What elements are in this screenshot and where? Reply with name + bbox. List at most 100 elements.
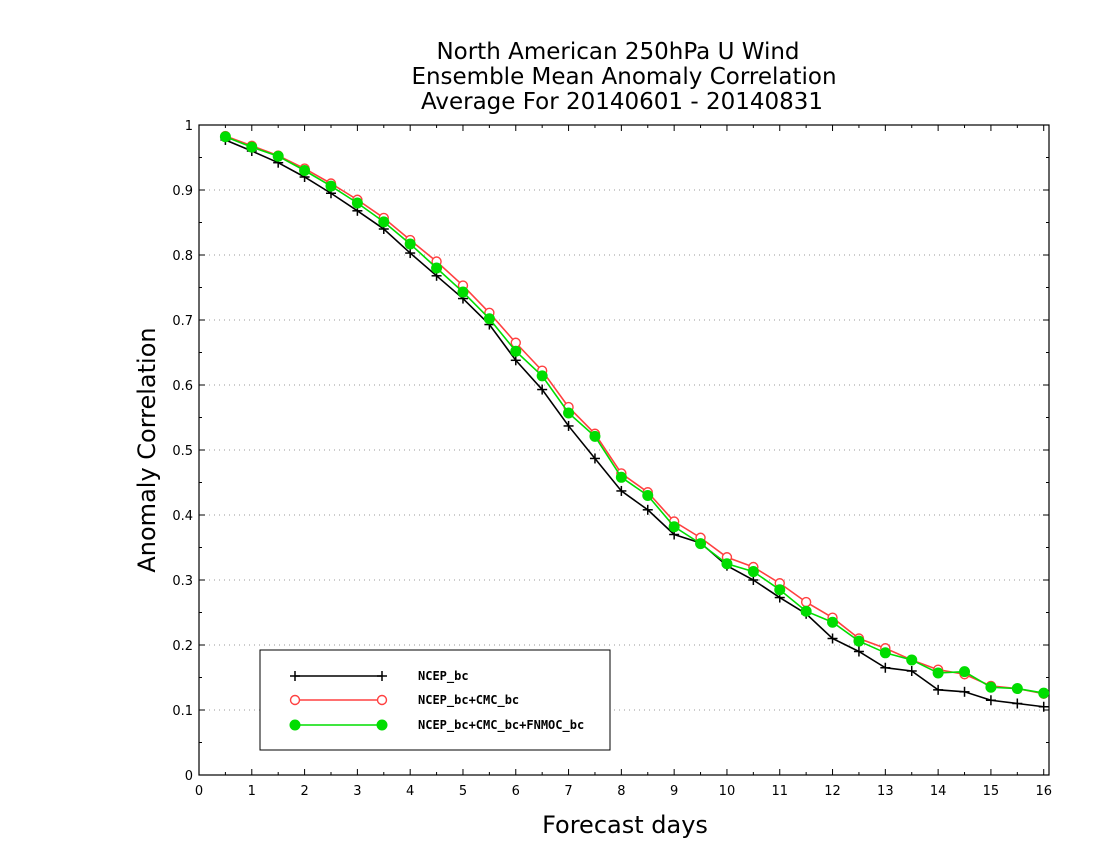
y-tick-label: 0.2 (172, 639, 193, 654)
x-tick-label: 5 (459, 784, 467, 799)
x-tick-label: 15 (983, 784, 1000, 799)
x-tick-label: 1 (248, 784, 256, 799)
data-point (510, 355, 521, 366)
series-line (225, 135, 1044, 694)
data-point (721, 558, 733, 570)
data-point (827, 633, 838, 644)
x-tick-label: 6 (512, 784, 520, 799)
data-point (668, 521, 680, 533)
data-point (959, 666, 971, 678)
legend-marker (290, 671, 300, 681)
legend-label: NCEP_bc+CMC_bc (418, 693, 519, 708)
x-tick-label: 2 (300, 784, 308, 799)
x-tick-label: 0 (195, 784, 203, 799)
x-tick-label: 13 (877, 784, 894, 799)
chart-title-line-1: North American 250hPa U Wind (436, 39, 799, 65)
data-point (589, 430, 601, 442)
y-tick-label: 0.6 (172, 379, 193, 394)
series-2 (219, 131, 1050, 699)
data-point (827, 616, 839, 628)
data-point (853, 635, 865, 647)
data-point (616, 485, 627, 496)
data-point (219, 131, 231, 143)
x-tick-label: 9 (670, 784, 678, 799)
data-point (642, 490, 654, 501)
data-point (906, 654, 918, 666)
legend-label: NCEP_bc (418, 669, 469, 684)
y-tick-label: 0.3 (172, 574, 193, 589)
data-point (536, 370, 548, 382)
x-tick-label: 8 (617, 784, 625, 799)
data-point (537, 384, 548, 395)
y-axis-label: Anomaly Correlation (133, 327, 161, 572)
legend-entry: NCEP_bc (290, 669, 469, 684)
data-point (695, 538, 707, 550)
y-tick-label: 0.1 (172, 704, 193, 719)
data-point (880, 662, 891, 673)
data-point (985, 681, 997, 693)
data-point (404, 238, 416, 250)
data-series (219, 130, 1050, 712)
legend-entry: NCEP_bc+CMC_bc+FNMOC_bc (289, 718, 584, 733)
data-point (933, 684, 944, 695)
series-line (225, 135, 1044, 695)
data-point (1011, 683, 1023, 695)
data-point (1038, 701, 1049, 712)
series-line (225, 139, 1044, 708)
data-point (589, 453, 600, 464)
legend-marker (377, 671, 387, 681)
x-tick-label: 3 (353, 784, 361, 799)
legend-entry: NCEP_bc+CMC_bc (289, 693, 519, 708)
data-point (747, 566, 759, 578)
grid-lines (199, 189, 1049, 711)
data-point (906, 666, 917, 676)
x-tick-label: 11 (771, 784, 788, 799)
x-tick-label: 10 (719, 784, 736, 799)
data-point (959, 686, 970, 697)
data-point (510, 345, 522, 357)
chart-title-line-2: Ensemble Mean Anomaly Correlation (411, 64, 836, 90)
legend-marker (376, 719, 388, 731)
data-point (853, 646, 864, 657)
data-point (985, 695, 996, 706)
data-point (563, 407, 575, 419)
x-tick-label: 14 (930, 784, 947, 799)
x-axis-label: Forecast days (542, 811, 708, 839)
data-point (879, 647, 891, 659)
x-tick-label: 4 (406, 784, 414, 799)
data-point (774, 584, 786, 596)
axes: 00.10.20.30.40.50.60.70.80.910 1 2 3 4 5 6 7 8 9 1… (172, 119, 1052, 799)
y-tick-label: 0.8 (172, 249, 193, 264)
series-1 (220, 130, 1049, 699)
data-point (457, 286, 469, 298)
legend-marker (376, 694, 388, 706)
data-point (800, 596, 812, 608)
legend-marker (289, 719, 301, 731)
data-point (563, 420, 574, 431)
y-tick-label: 0.4 (172, 509, 193, 524)
y-tick-label: 0 (185, 769, 193, 784)
x-tick-label: 16 (1035, 784, 1052, 799)
data-point (642, 504, 653, 515)
x-tick-label: 12 (824, 784, 841, 799)
legend: NCEP_bc NCEP_bc+CMC_bc NCEP_bc+CMC_bc+FNMO… (259, 649, 611, 751)
y-tick-label: 0.5 (172, 444, 193, 459)
data-point (483, 313, 495, 325)
y-tick-label: 0.9 (172, 184, 193, 199)
legend-label: NCEP_bc+CMC_bc+FNMOC_bc (418, 718, 584, 733)
y-tick-label: 0.7 (172, 314, 193, 329)
data-point (299, 165, 311, 176)
data-point (351, 197, 363, 209)
data-point (1038, 687, 1050, 699)
series-0 (220, 134, 1049, 712)
data-point (932, 667, 944, 679)
data-point (272, 150, 284, 162)
y-tick-label: 1 (185, 119, 193, 134)
legend-marker (289, 694, 301, 706)
data-point (246, 141, 258, 153)
data-point (405, 248, 416, 259)
data-point (325, 180, 337, 192)
chart-title-line-3: Average For 20140601 - 20140831 (421, 89, 823, 115)
data-point (800, 605, 812, 617)
